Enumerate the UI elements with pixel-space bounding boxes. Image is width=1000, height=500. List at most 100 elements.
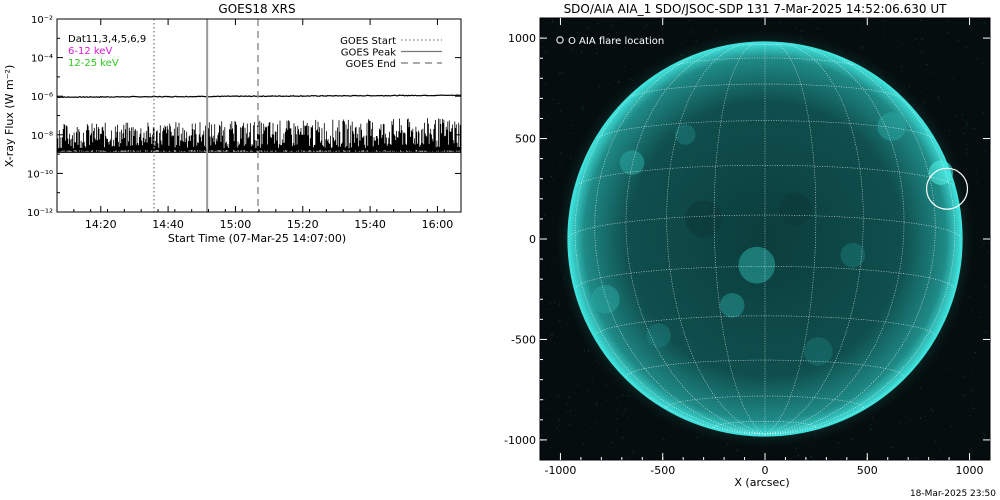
aia-noise-pixel bbox=[987, 251, 989, 253]
aia-noise-pixel bbox=[974, 176, 976, 178]
aia-noise-pixel bbox=[897, 40, 899, 42]
aia-noise-pixel bbox=[646, 24, 648, 27]
aia-noise-pixel bbox=[971, 372, 973, 374]
aia-noise-pixel bbox=[901, 43, 903, 45]
aia-noise-pixel bbox=[545, 83, 547, 85]
aia-noise-pixel bbox=[985, 330, 987, 332]
aia-noise-pixel bbox=[557, 27, 559, 29]
aia-noise-pixel bbox=[963, 132, 965, 134]
aia-noise-pixel bbox=[565, 444, 567, 446]
aia-noise-pixel bbox=[553, 179, 555, 181]
aia-panel: SDO/AIA AIA_1 SDO/JSOC-SDP 131 7-Mar-202… bbox=[504, 2, 991, 489]
aia-noise-pixel bbox=[966, 125, 968, 127]
aia-noise-pixel bbox=[624, 408, 626, 410]
aia-noise-pixel bbox=[588, 73, 590, 75]
aia-noise-pixel bbox=[541, 440, 543, 442]
aia-noise-pixel bbox=[613, 60, 615, 62]
aia-grid-line bbox=[764, 42, 817, 435]
aia-noise-pixel bbox=[908, 401, 910, 403]
aia-noise-pixel bbox=[566, 38, 568, 40]
aia-noise-pixel bbox=[980, 246, 982, 248]
aia-noise-pixel bbox=[561, 72, 563, 74]
aia-noise-pixel bbox=[911, 40, 913, 42]
aia-noise-pixel bbox=[583, 443, 585, 445]
aia-noise-pixel bbox=[988, 181, 990, 183]
aia-noise-pixel bbox=[899, 422, 901, 424]
aia-noise-pixel bbox=[929, 73, 932, 75]
aia-noise-pixel bbox=[946, 82, 948, 85]
aia-noise-pixel bbox=[588, 360, 590, 362]
goes-x-tick-label: 14:20 bbox=[85, 218, 117, 231]
aia-noise-pixel bbox=[921, 51, 923, 53]
aia-noise-pixel bbox=[545, 366, 547, 368]
aia-noise-pixel bbox=[607, 41, 610, 43]
goes-legend-right-entry: GOES Start bbox=[340, 36, 396, 47]
aia-noise-pixel bbox=[911, 46, 913, 49]
aia-noise-pixel bbox=[932, 410, 934, 412]
goes-title: GOES18 XRS bbox=[218, 2, 295, 16]
aia-texture-blob bbox=[685, 200, 723, 238]
aia-noise-pixel bbox=[553, 301, 556, 303]
aia-noise-pixel bbox=[988, 242, 990, 244]
aia-texture-blob bbox=[646, 323, 671, 348]
aia-noise-pixel bbox=[967, 122, 969, 124]
aia-grid-line bbox=[764, 44, 905, 435]
aia-noise-pixel bbox=[557, 395, 559, 397]
aia-texture-blob bbox=[738, 246, 776, 284]
aia-noise-pixel bbox=[558, 419, 560, 422]
aia-noise-pixel bbox=[549, 92, 551, 94]
aia-noise-pixel bbox=[626, 416, 629, 418]
goes-y-tick-label: 10⁻⁶ bbox=[31, 92, 53, 103]
aia-noise-pixel bbox=[984, 151, 986, 153]
aia-texture-blob bbox=[779, 192, 813, 226]
goes-series-12-25-kev bbox=[57, 118, 461, 153]
aia-noise-pixel bbox=[617, 18, 619, 20]
aia-texture-blob bbox=[877, 112, 907, 141]
aia-noise-pixel bbox=[605, 384, 608, 387]
aia-noise-pixel bbox=[957, 40, 959, 42]
aia-noise-pixel bbox=[851, 438, 853, 440]
aia-noise-pixel bbox=[575, 415, 577, 417]
aia-noise-pixel bbox=[965, 47, 968, 49]
aia-noise-pixel bbox=[976, 169, 978, 171]
aia-grid-line bbox=[764, 62, 956, 435]
aia-noise-pixel bbox=[581, 107, 583, 109]
aia-noise-pixel bbox=[928, 56, 930, 58]
aia-noise-pixel bbox=[946, 31, 948, 34]
aia-grid-line bbox=[594, 47, 766, 435]
aia-noise-pixel bbox=[643, 26, 645, 28]
goes-y-label: X-ray Flux (W m⁻²) bbox=[3, 65, 16, 167]
aia-noise-pixel bbox=[546, 308, 548, 310]
aia-noise-pixel bbox=[924, 415, 927, 417]
aia-noise-pixel bbox=[566, 403, 568, 406]
aia-noise-pixel bbox=[906, 417, 908, 419]
aia-noise-pixel bbox=[947, 20, 949, 23]
aia-noise-pixel bbox=[559, 161, 561, 163]
aia-noise-pixel bbox=[641, 456, 643, 458]
aia-noise-pixel bbox=[870, 424, 872, 426]
goes-legend-left-entry: Dat11,3,4,5,6,9 bbox=[68, 34, 146, 45]
goes-event-lines bbox=[153, 19, 259, 212]
aia-noise-pixel bbox=[873, 420, 875, 422]
aia-noise-pixel bbox=[955, 115, 957, 117]
aia-noise-pixel bbox=[930, 70, 932, 72]
aia-noise-pixel bbox=[543, 265, 545, 267]
aia-noise-pixel bbox=[919, 43, 921, 45]
aia-noise-pixel bbox=[971, 311, 973, 313]
aia-noise-pixel bbox=[909, 419, 912, 422]
aia-noise-pixel bbox=[616, 397, 618, 399]
aia-noise-pixel bbox=[859, 45, 862, 47]
aia-noise-pixel bbox=[570, 125, 572, 127]
aia-noise-pixel bbox=[963, 394, 965, 396]
aia-grid-line bbox=[568, 214, 962, 240]
aia-noise-pixel bbox=[966, 417, 968, 419]
aia-noise-pixel bbox=[580, 51, 582, 53]
aia-lat-lon-grid bbox=[568, 42, 962, 435]
aia-noise-pixel bbox=[616, 31, 618, 33]
aia-noise-pixel bbox=[543, 369, 545, 371]
aia-legend-text: O AIA flare location bbox=[568, 36, 664, 47]
goes-x-tick-label: 15:00 bbox=[220, 218, 252, 231]
aia-noise-pixel bbox=[559, 110, 561, 112]
aia-grid-line bbox=[764, 47, 936, 435]
